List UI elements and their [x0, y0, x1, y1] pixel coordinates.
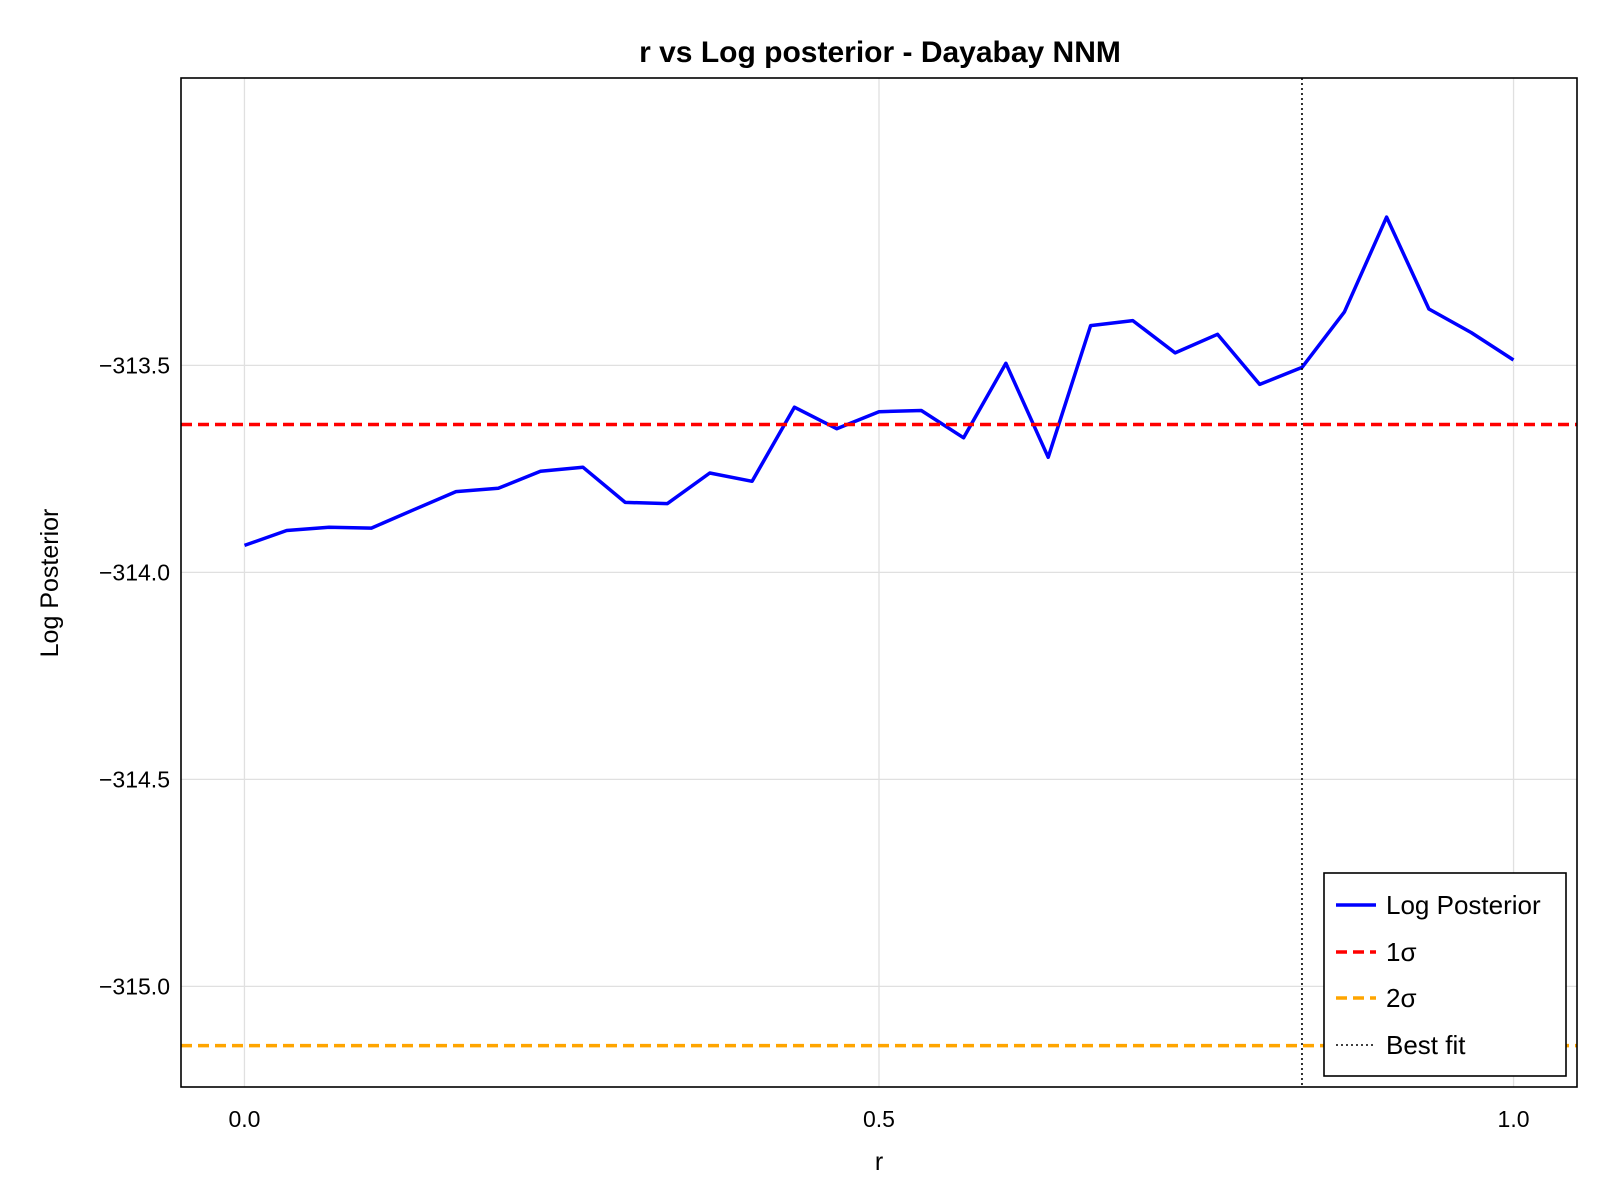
legend: Log Posterior 1σ 2σ Best fit — [1323, 872, 1567, 1077]
chart-title: r vs Log posterior - Dayabay NNM — [639, 36, 1121, 69]
y-tick-label: −314.5 — [99, 766, 170, 792]
grid — [181, 78, 1577, 1087]
y-tick-label: −315.0 — [99, 973, 170, 999]
legend-label-log-posterior: Log Posterior — [1386, 890, 1541, 920]
y-tick-label: −314.0 — [99, 559, 170, 585]
y-axis-label: Log Posterior — [36, 509, 64, 658]
x-axis-label: r — [875, 1148, 883, 1176]
series-line-log-posterior — [243, 215, 1515, 548]
x-tick-label: 0.5 — [863, 1106, 895, 1132]
x-tick-label: 1.0 — [1498, 1106, 1530, 1132]
plot-frame — [180, 77, 1578, 1088]
x-ticks: 0.0 0.5 1.0 — [228, 1106, 1529, 1132]
y-tick-label: −313.5 — [99, 352, 170, 378]
legend-label-best-fit: Best fit — [1386, 1030, 1466, 1060]
legend-box — [1323, 872, 1567, 1077]
x-tick-label: 0.0 — [228, 1106, 260, 1132]
legend-label-2sigma: 2σ — [1386, 983, 1417, 1013]
legend-label-1sigma: 1σ — [1386, 937, 1417, 967]
y-ticks: −313.5 −314.0 −314.5 −315.0 — [99, 352, 170, 999]
